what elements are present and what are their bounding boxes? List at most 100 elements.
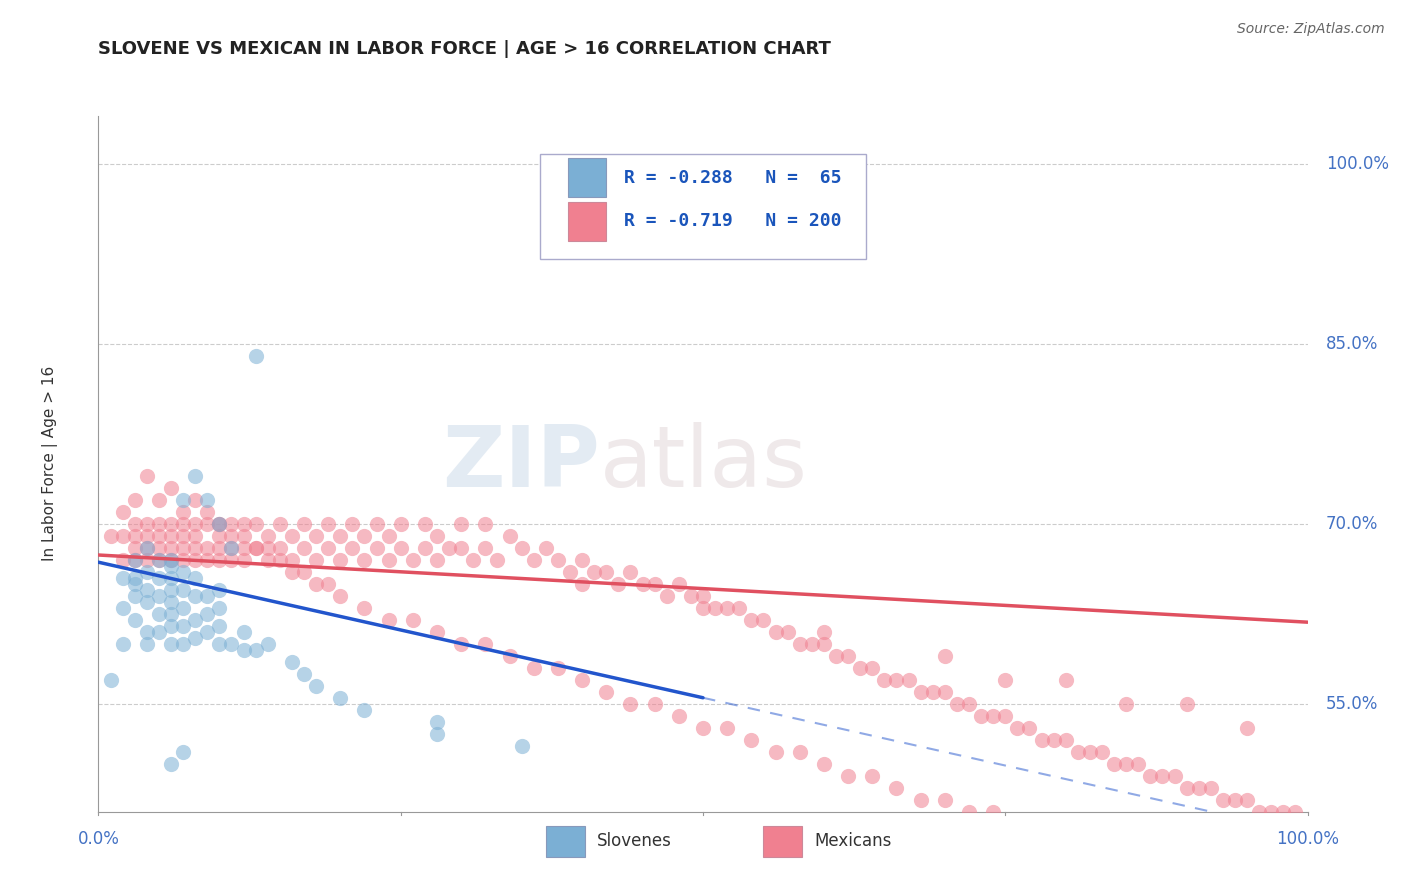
Point <box>450 516 472 531</box>
Point <box>668 576 690 591</box>
Point <box>595 565 617 579</box>
Point <box>474 541 496 555</box>
Point <box>172 529 194 543</box>
Point <box>160 481 183 495</box>
Point <box>256 529 278 543</box>
Point <box>740 732 762 747</box>
Point <box>135 637 157 651</box>
Point <box>135 624 157 639</box>
Point <box>765 624 787 639</box>
Point <box>413 516 436 531</box>
Point <box>860 769 883 783</box>
Point <box>208 541 231 555</box>
Point <box>160 595 183 609</box>
Point <box>221 541 243 555</box>
Point <box>305 576 328 591</box>
Point <box>256 553 278 567</box>
Point <box>305 679 328 693</box>
Point <box>160 571 183 585</box>
Point <box>256 637 278 651</box>
Point <box>160 756 183 771</box>
Point <box>195 516 218 531</box>
Point <box>269 553 291 567</box>
Text: ZIP: ZIP <box>443 422 600 506</box>
Point <box>1175 780 1198 795</box>
Point <box>389 541 412 555</box>
Point <box>184 516 207 531</box>
Point <box>800 637 823 651</box>
Point <box>523 553 546 567</box>
Point <box>1115 697 1137 711</box>
Point <box>160 553 183 567</box>
Point <box>1284 805 1306 819</box>
Point <box>1054 816 1077 830</box>
Point <box>994 708 1017 723</box>
Point <box>1223 793 1246 807</box>
Point <box>195 541 218 555</box>
Point <box>1199 840 1222 855</box>
Point <box>172 600 194 615</box>
Text: 70.0%: 70.0% <box>1326 515 1378 533</box>
Point <box>1236 721 1258 735</box>
Point <box>184 553 207 567</box>
Point <box>558 565 581 579</box>
Point <box>426 714 449 729</box>
Point <box>342 516 364 531</box>
Point <box>208 637 231 651</box>
Point <box>1007 816 1029 830</box>
Point <box>437 541 460 555</box>
Point <box>402 553 425 567</box>
Point <box>1128 829 1150 843</box>
Point <box>1018 721 1040 735</box>
Text: 100.0%: 100.0% <box>1277 830 1339 847</box>
Bar <box>763 826 803 857</box>
Point <box>1272 853 1295 867</box>
Point <box>245 516 267 531</box>
Point <box>124 553 146 567</box>
Point <box>353 600 375 615</box>
Point <box>281 565 304 579</box>
Point <box>450 541 472 555</box>
Point <box>619 565 641 579</box>
FancyBboxPatch shape <box>540 154 866 259</box>
Point <box>813 637 835 651</box>
Point <box>728 600 751 615</box>
Point <box>172 619 194 633</box>
Point <box>366 516 388 531</box>
Point <box>172 553 194 567</box>
Point <box>571 673 593 687</box>
Point <box>1031 816 1053 830</box>
Point <box>377 529 399 543</box>
Point <box>316 516 339 531</box>
Point <box>160 607 183 621</box>
Point <box>124 492 146 507</box>
Point <box>172 582 194 597</box>
Point <box>595 685 617 699</box>
Point <box>135 565 157 579</box>
Point <box>221 529 243 543</box>
Point <box>837 648 859 663</box>
Point <box>1042 732 1064 747</box>
Point <box>1175 840 1198 855</box>
Point <box>510 739 533 753</box>
Point <box>184 571 207 585</box>
Point <box>389 516 412 531</box>
Point <box>124 541 146 555</box>
Point <box>184 613 207 627</box>
Point <box>160 553 183 567</box>
Point <box>245 642 267 657</box>
Point <box>1139 769 1161 783</box>
Point <box>692 721 714 735</box>
Point <box>426 727 449 741</box>
Point <box>1175 697 1198 711</box>
Point <box>208 516 231 531</box>
Point <box>135 582 157 597</box>
Point <box>583 565 606 579</box>
Point <box>135 541 157 555</box>
Point <box>281 655 304 669</box>
Bar <box>568 202 606 241</box>
Point <box>148 571 170 585</box>
Text: R = -0.288   N =  65: R = -0.288 N = 65 <box>624 169 842 186</box>
Point <box>111 637 134 651</box>
Point <box>208 619 231 633</box>
